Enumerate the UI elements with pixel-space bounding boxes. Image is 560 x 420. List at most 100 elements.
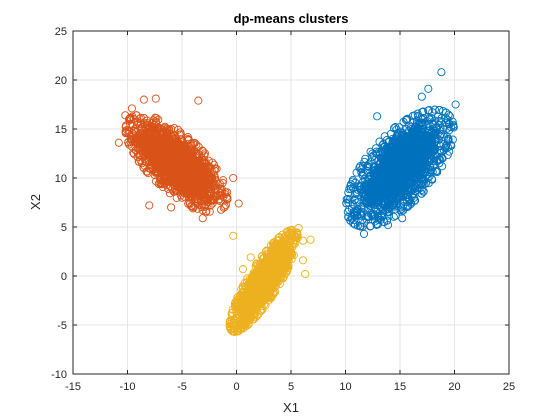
data-point xyxy=(405,143,414,152)
data-point xyxy=(361,190,370,199)
data-point xyxy=(183,134,192,144)
data-point xyxy=(138,159,147,168)
data-point xyxy=(445,126,454,135)
outlier-point xyxy=(121,111,130,120)
data-point xyxy=(386,162,395,172)
data-point xyxy=(351,210,360,219)
data-point xyxy=(166,155,175,164)
data-point xyxy=(441,113,450,122)
data-point xyxy=(432,124,441,133)
data-point xyxy=(391,173,400,182)
data-point xyxy=(166,141,175,150)
data-point xyxy=(365,178,374,187)
data-point xyxy=(369,170,378,179)
data-point xyxy=(148,123,157,132)
data-point xyxy=(387,201,396,210)
data-point xyxy=(377,179,386,189)
data-point xyxy=(420,175,429,184)
data-point xyxy=(391,150,400,159)
data-point xyxy=(162,162,171,171)
data-point xyxy=(132,111,141,120)
data-point xyxy=(413,145,422,154)
data-point xyxy=(126,138,135,147)
data-point xyxy=(445,120,454,129)
data-point xyxy=(438,153,447,162)
data-point xyxy=(197,190,206,199)
data-point xyxy=(395,123,404,132)
data-point xyxy=(161,132,170,141)
data-point xyxy=(396,205,405,214)
data-point xyxy=(373,189,382,198)
data-point xyxy=(146,164,155,173)
data-point xyxy=(198,182,207,191)
data-point xyxy=(448,117,457,126)
data-point xyxy=(385,207,394,217)
data-point xyxy=(374,192,383,201)
data-point xyxy=(380,132,389,141)
outlier-point xyxy=(366,221,375,231)
data-point xyxy=(436,124,445,133)
data-point xyxy=(176,157,185,166)
outlier-point xyxy=(139,95,148,104)
data-point xyxy=(421,139,430,148)
data-point xyxy=(362,166,372,175)
data-point xyxy=(426,134,435,143)
outlier-point xyxy=(194,96,203,105)
data-point xyxy=(205,162,214,171)
outlier-point xyxy=(234,199,243,208)
outlier-point xyxy=(151,94,160,103)
data-point xyxy=(172,155,181,164)
data-point xyxy=(426,131,435,141)
data-point xyxy=(382,146,391,155)
data-point xyxy=(210,180,219,189)
data-point xyxy=(423,174,432,183)
data-point xyxy=(355,163,364,172)
data-point xyxy=(343,194,352,203)
data-point xyxy=(415,169,424,178)
data-point xyxy=(392,201,401,210)
data-point xyxy=(151,153,160,162)
data-point xyxy=(419,107,428,116)
data-point xyxy=(417,147,426,156)
data-point xyxy=(383,147,392,156)
data-point xyxy=(426,162,435,171)
data-point xyxy=(402,197,412,207)
outlier-point xyxy=(188,204,197,213)
data-point xyxy=(430,116,439,125)
data-point xyxy=(181,158,191,167)
data-point xyxy=(129,126,138,135)
data-point xyxy=(151,113,160,122)
data-point xyxy=(220,202,229,211)
outlier-point xyxy=(198,214,207,223)
data-point xyxy=(204,156,213,165)
data-point xyxy=(141,143,150,152)
data-point xyxy=(392,188,401,197)
data-point xyxy=(133,152,142,162)
data-point xyxy=(393,179,402,188)
data-point xyxy=(370,212,379,221)
cluster-3 xyxy=(225,223,315,336)
data-point xyxy=(414,123,423,132)
data-point xyxy=(371,166,380,175)
data-point xyxy=(426,128,435,137)
data-point xyxy=(420,180,429,189)
data-point xyxy=(167,132,176,141)
outlier-point xyxy=(359,229,369,238)
data-point xyxy=(368,197,377,206)
data-point xyxy=(217,184,226,193)
cluster-1 xyxy=(114,94,243,223)
data-point xyxy=(413,135,422,145)
data-point xyxy=(394,160,403,169)
data-point xyxy=(195,180,204,189)
data-point xyxy=(164,163,173,172)
data-point xyxy=(391,183,400,192)
data-point xyxy=(389,212,398,221)
data-point xyxy=(405,121,414,130)
grid xyxy=(72,30,510,375)
outlier-point xyxy=(346,184,355,193)
data-point xyxy=(401,173,410,183)
data-point xyxy=(186,199,195,208)
data-point xyxy=(195,162,204,171)
data-point xyxy=(184,159,193,168)
data-point xyxy=(366,195,375,204)
